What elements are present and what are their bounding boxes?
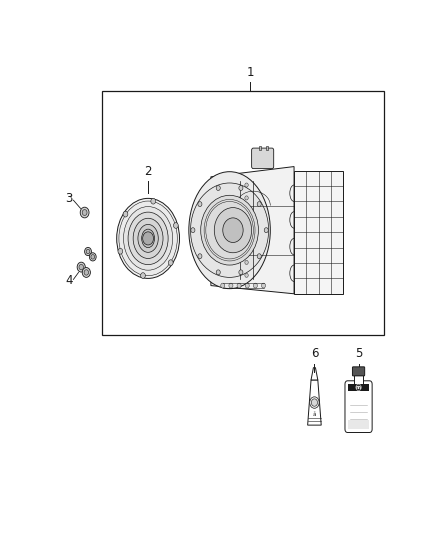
Circle shape [221,283,225,288]
Bar [102,91,384,335]
Text: 3: 3 [65,192,73,205]
Text: 1: 1 [246,66,254,79]
Circle shape [91,255,95,259]
Text: ẫ: ẫ [313,411,316,417]
Circle shape [261,283,265,288]
Circle shape [245,273,248,277]
Bar [259,146,261,150]
Circle shape [143,232,154,245]
Circle shape [245,283,249,288]
Circle shape [245,235,248,239]
FancyBboxPatch shape [345,381,372,432]
Circle shape [253,283,258,288]
Text: 4: 4 [65,274,73,287]
Circle shape [237,283,241,288]
Circle shape [151,198,155,204]
Ellipse shape [117,198,180,278]
Bar [266,146,268,150]
Circle shape [239,185,243,190]
Circle shape [85,247,92,256]
Circle shape [245,183,248,187]
Text: m: m [356,385,361,390]
Ellipse shape [141,229,155,248]
Circle shape [198,201,202,207]
Bar [354,375,363,384]
Ellipse shape [138,224,158,252]
Circle shape [216,185,220,190]
Circle shape [198,254,202,259]
Ellipse shape [128,212,168,265]
Circle shape [214,208,251,253]
Ellipse shape [124,207,173,270]
Polygon shape [211,166,294,294]
Polygon shape [307,380,321,425]
Circle shape [173,223,178,228]
Circle shape [82,268,90,277]
Circle shape [245,260,248,264]
Bar [348,384,369,391]
Circle shape [79,264,84,270]
Text: 2: 2 [145,165,152,177]
FancyBboxPatch shape [251,148,274,168]
Circle shape [191,228,195,232]
Circle shape [216,270,220,275]
Circle shape [168,260,173,265]
Circle shape [311,399,318,406]
Circle shape [123,211,128,217]
Circle shape [245,196,248,200]
Text: 6: 6 [311,348,318,360]
Circle shape [310,397,319,408]
Circle shape [84,270,88,275]
Circle shape [86,249,90,254]
Circle shape [118,248,123,254]
Circle shape [239,270,243,275]
Circle shape [356,384,361,391]
Circle shape [89,253,96,261]
Polygon shape [311,368,318,380]
Circle shape [191,183,268,277]
Circle shape [264,228,268,232]
Circle shape [141,273,145,278]
FancyBboxPatch shape [353,367,365,376]
Circle shape [201,195,258,265]
Circle shape [245,247,248,252]
Ellipse shape [119,201,177,276]
Bar [348,420,369,429]
Circle shape [223,218,243,243]
Circle shape [245,209,248,213]
Circle shape [229,283,233,288]
Circle shape [257,254,261,259]
Ellipse shape [133,219,163,259]
Ellipse shape [189,172,270,289]
Circle shape [77,262,85,272]
Bar [294,171,343,294]
Circle shape [82,209,87,215]
Circle shape [80,207,89,218]
Circle shape [245,222,248,226]
Circle shape [257,201,261,207]
Text: 5: 5 [355,348,362,360]
